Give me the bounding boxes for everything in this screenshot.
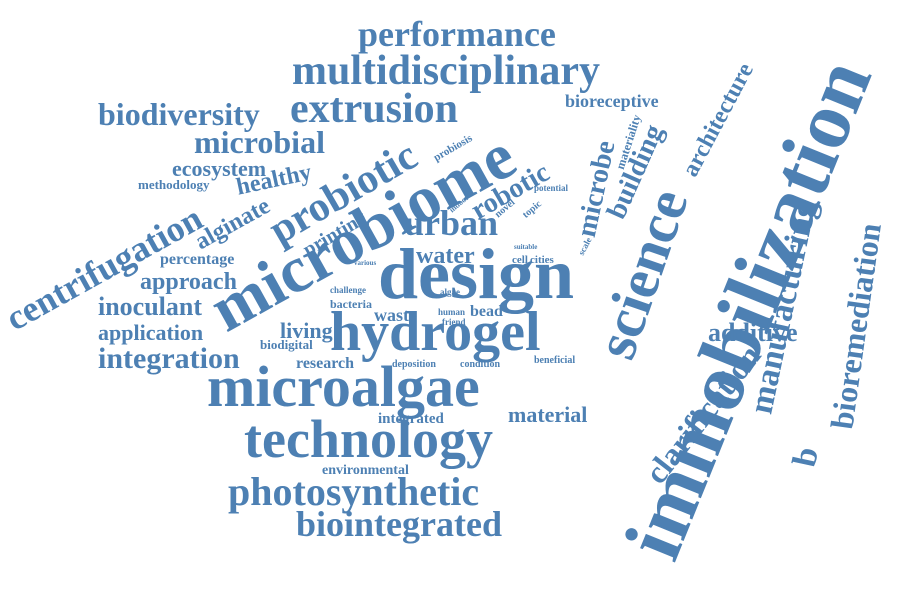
word-bioremediation: bioremediation xyxy=(823,220,888,432)
word-additive: additive xyxy=(708,318,798,347)
word-bead: bead xyxy=(470,303,503,320)
word-waste: waste xyxy=(374,305,417,325)
word-ecosystem: ecosystem xyxy=(172,156,267,181)
word-technology: technology xyxy=(244,409,493,469)
word-biodigital: biodigital xyxy=(260,337,313,352)
word-cities: cities xyxy=(530,254,554,266)
word-suitable: suitable xyxy=(514,243,538,251)
word-approach: approach xyxy=(140,269,237,295)
word-environmental: environmental xyxy=(322,463,409,478)
word-alginate: alginate xyxy=(190,192,275,256)
word-topic: topic xyxy=(520,198,544,221)
word-water: water xyxy=(416,243,475,269)
word-living: living xyxy=(280,318,333,343)
word-biointegrated: biointegrated xyxy=(296,504,502,544)
word-hydrogel: hydrogel xyxy=(330,301,541,363)
word-potential: potential xyxy=(534,183,569,193)
word-condition: condition xyxy=(460,359,501,370)
word-photosynthetic: photosynthetic xyxy=(228,469,480,514)
word-human: human xyxy=(438,307,466,317)
word-biodiversity: biodiversity xyxy=(98,96,260,132)
word-microalgae: microalgae xyxy=(207,354,480,419)
word-application: application xyxy=(98,320,204,345)
word-challenge: challenge xyxy=(330,285,366,295)
word-extrusion: extrusion xyxy=(290,86,458,132)
word-percentage: percentage xyxy=(160,251,235,268)
word-algae: algae xyxy=(440,287,460,297)
word-research: research xyxy=(296,355,355,372)
word-multidisciplinary: multidisciplinary xyxy=(292,48,601,94)
word-beneficial: beneficial xyxy=(534,355,576,366)
word-scale: scale xyxy=(576,235,594,257)
word-design: design xyxy=(378,234,575,314)
word-urban: urban xyxy=(404,203,499,243)
word-b: b xyxy=(785,443,827,470)
word-material: material xyxy=(508,402,588,427)
word-friend: friend xyxy=(442,317,466,327)
word-cell: cell xyxy=(512,254,528,266)
word-microbial: microbial xyxy=(194,124,325,160)
word-bacteria: bacteria xyxy=(330,297,372,311)
word-architecture: architecture xyxy=(677,58,759,182)
word-integrated: integrated xyxy=(378,411,444,427)
word-bioreceptive: bioreceptive xyxy=(565,91,659,111)
word-various: various xyxy=(354,259,377,267)
word-performance: performance xyxy=(358,14,556,54)
word-integration: integration xyxy=(98,342,240,375)
word-deposition: deposition xyxy=(392,359,436,370)
word-methodology: methodology xyxy=(138,177,210,192)
word-inoculant: inoculant xyxy=(98,292,203,321)
